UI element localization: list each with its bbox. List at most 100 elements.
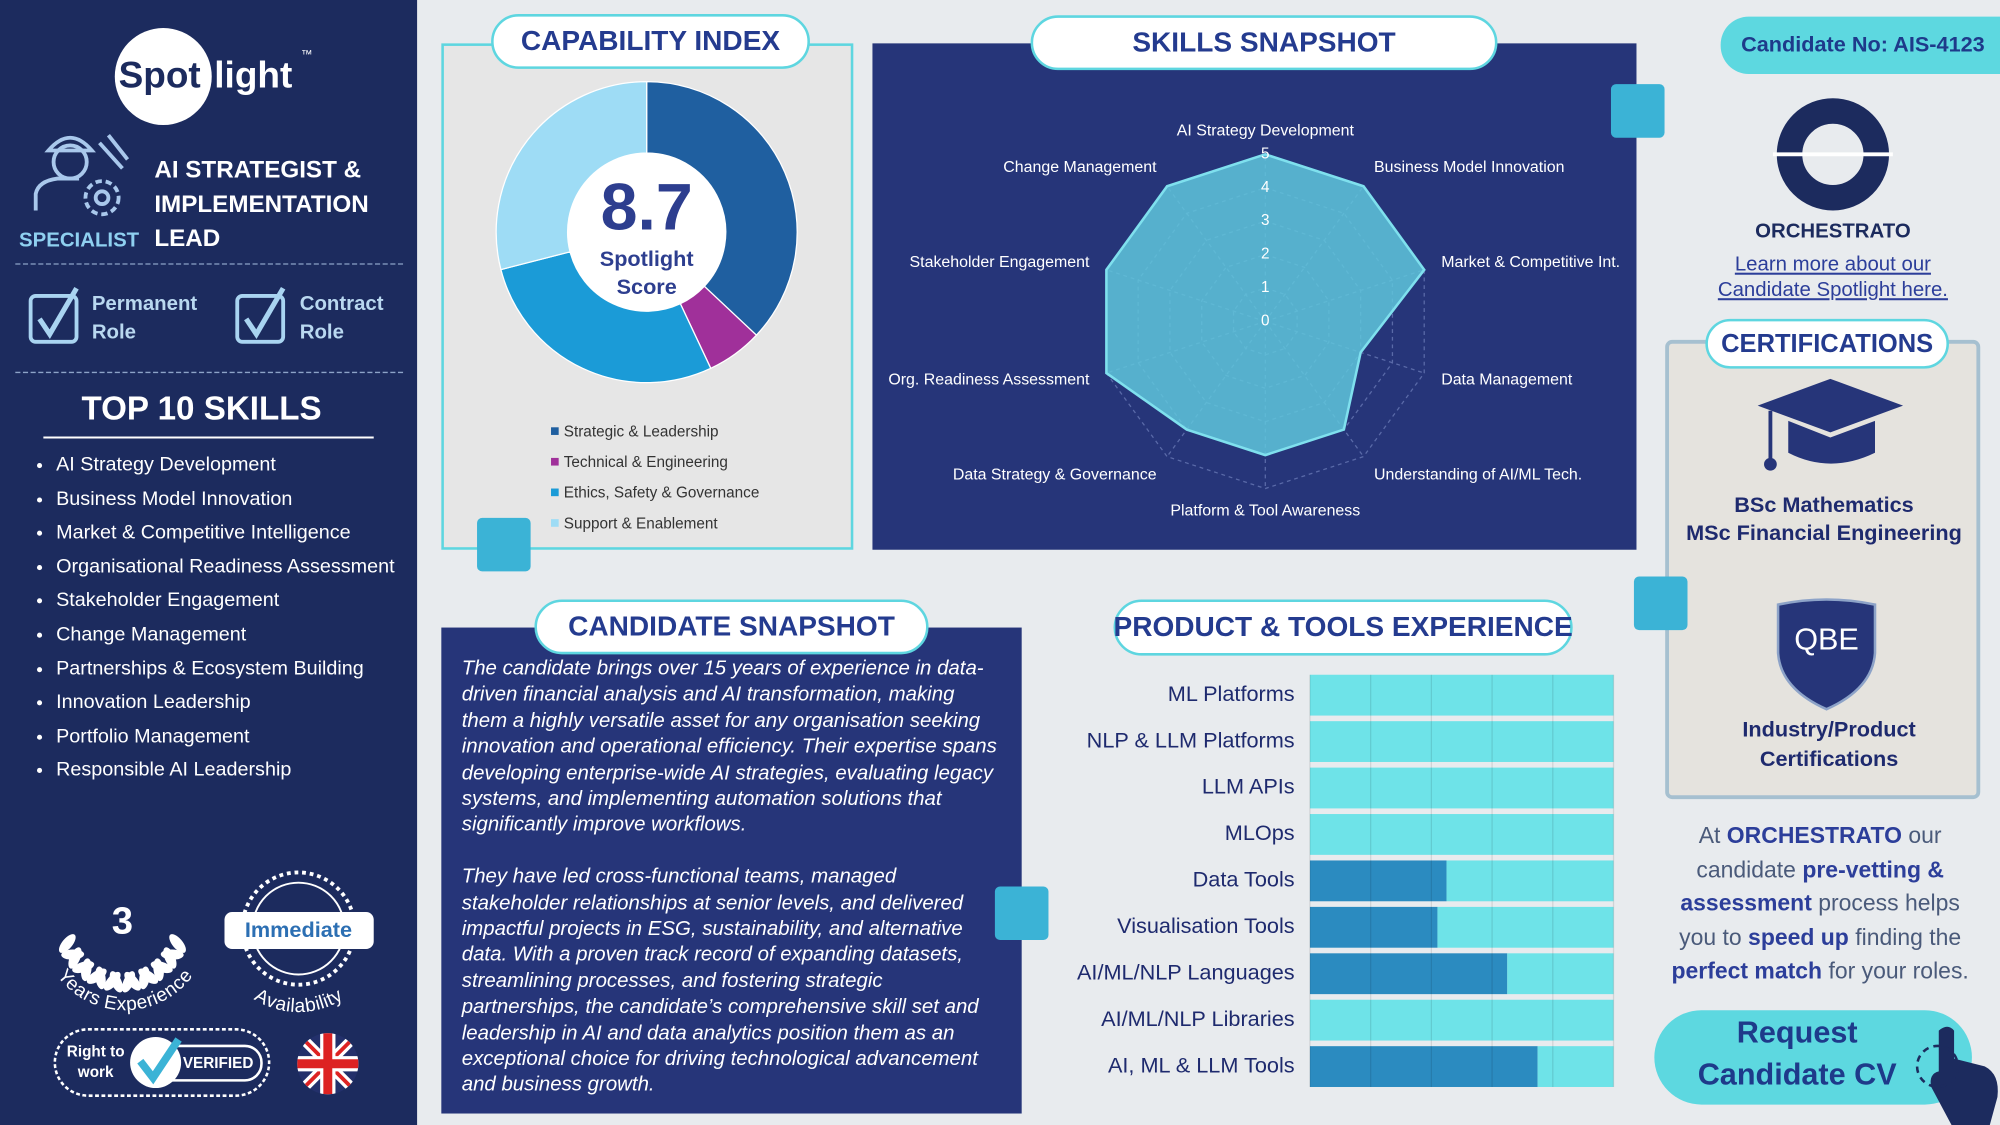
availability-box <box>224 911 374 949</box>
pitch-text: for your roles. <box>1822 958 1969 984</box>
bar-segment <box>1309 1046 1538 1087</box>
laurel-leaf <box>61 949 85 960</box>
bar-segment <box>1437 906 1614 948</box>
experience-years: 3 <box>112 900 133 943</box>
legend-swatch <box>551 488 559 497</box>
bar-label: AI, ML & LLM Tools <box>1108 1052 1295 1077</box>
bar-segment <box>1507 953 1614 995</box>
radar-tick-label: 0 <box>1261 312 1270 329</box>
bar-segment <box>1537 1046 1614 1087</box>
accent-square <box>477 517 531 572</box>
cta-label: Candidate CV <box>1698 1058 1898 1092</box>
click-ring <box>1915 1044 1960 1089</box>
skills-title: TOP 10 SKILLS <box>81 390 321 427</box>
cta-label: Request <box>1737 1016 1858 1050</box>
checkbox <box>28 294 79 344</box>
panel-title: PRODUCT & TOOLS EXPERIENCE <box>1114 611 1573 642</box>
legend-swatch <box>551 457 559 466</box>
availability: Immediate <box>245 917 352 942</box>
title-pill <box>1113 599 1573 656</box>
logo-circle <box>114 28 212 125</box>
laurel-leaf <box>150 961 173 974</box>
pitch-bold: perfect match <box>1671 958 1823 984</box>
bar-segment <box>1446 860 1614 902</box>
radar-tick-label: 1 <box>1261 279 1270 296</box>
pitch-bold: pre-vetting & assessment <box>1680 856 1944 917</box>
checkmark <box>244 286 286 339</box>
pitch-bold: speed up <box>1748 924 1849 950</box>
uk-flag <box>297 1033 359 1095</box>
degree: BSc Mathematics <box>1734 492 1913 517</box>
cta-button[interactable] <box>1654 1010 1972 1105</box>
checkmark <box>37 286 79 339</box>
radar-label: Understanding of AI/ML Tech. <box>1374 466 1582 483</box>
panel-title: CERTIFICATIONS <box>1721 330 1933 358</box>
checkmark <box>137 1037 182 1085</box>
bar-label: AI/ML/NLP Libraries <box>1101 1006 1295 1031</box>
legend-swatch <box>551 519 559 527</box>
bar-label: ML Platforms <box>1168 681 1295 706</box>
skill-item: Market & Competitive Intelligence <box>56 517 413 551</box>
bar-segment <box>1309 674 1614 716</box>
link[interactable]: Candidate Spotlight here. <box>1718 279 1948 301</box>
degree: MSc Financial Engineering <box>1686 520 1962 545</box>
title-pill <box>491 14 810 69</box>
radar-label: Stakeholder Engagement <box>910 254 1090 271</box>
icon <box>33 176 80 211</box>
accent-square <box>994 886 1049 941</box>
role-type: Role <box>92 321 136 343</box>
laurel-leaf <box>160 949 184 960</box>
bar-label: Visualisation Tools <box>1117 913 1295 938</box>
right-to-work: work <box>77 1064 114 1081</box>
bar-segment <box>1309 860 1447 902</box>
bar-segment <box>1309 999 1614 1041</box>
role-type: Role <box>300 321 344 343</box>
radar-tick-label: 3 <box>1261 212 1270 229</box>
grad-cap <box>1757 378 1904 433</box>
radar-label: Change Management <box>1003 159 1157 176</box>
skill-item: Portfolio Management <box>56 720 413 754</box>
radar-label: Platform & Tool Awareness <box>1170 503 1360 520</box>
skill-item: Business Model Innovation <box>56 483 413 517</box>
radar-label: Data Management <box>1441 371 1573 388</box>
title-pill <box>1030 15 1498 71</box>
hand-icon <box>1930 1026 1998 1125</box>
title-pill <box>1705 318 1949 369</box>
role-title: AI STRATEGIST & <box>154 156 361 183</box>
role-type: Permanent <box>92 293 198 315</box>
bar-segment <box>1309 767 1614 809</box>
laurel-leaf <box>138 968 159 984</box>
candidate-no: Candidate No: AIS-4123 <box>1741 32 1985 57</box>
skill-item: Responsible AI Leadership <box>56 754 413 788</box>
radar-tick-label: 5 <box>1261 145 1270 162</box>
radar-spoke <box>1166 321 1266 457</box>
laurel-leaf <box>124 971 141 991</box>
link[interactable]: Learn more about our <box>1735 254 1931 276</box>
score-label: Spotlight <box>600 246 694 271</box>
panel-title: CANDIDATE SNAPSHOT <box>568 611 895 642</box>
grad-cap <box>1788 420 1875 464</box>
pitch: At ORCHESTRATO our candidate pre-vetting… <box>1661 819 1980 989</box>
role-title: LEAD <box>154 225 220 252</box>
bar-segment <box>1309 814 1614 855</box>
verified: VERIFIED <box>183 1055 254 1072</box>
legend-swatch <box>551 427 559 435</box>
qbe-shield <box>1776 598 1877 711</box>
skill-item: Innovation Leadership <box>56 686 413 720</box>
radar-tick-label: 2 <box>1261 246 1270 263</box>
score-label: Score <box>617 274 677 299</box>
laurel-leaf <box>103 971 121 991</box>
radar-spoke <box>1264 321 1365 457</box>
logo-text: Spot <box>119 55 201 96</box>
icon <box>98 134 130 170</box>
pitch-bold: ORCHESTRATO <box>1726 822 1902 849</box>
donut-hole <box>567 153 726 312</box>
accent-square <box>1633 576 1688 631</box>
title-pill <box>534 599 929 655</box>
skill-item: Stakeholder Engagement <box>56 585 413 619</box>
icon <box>93 189 111 206</box>
skill-item: AI Strategy Development <box>56 449 413 483</box>
